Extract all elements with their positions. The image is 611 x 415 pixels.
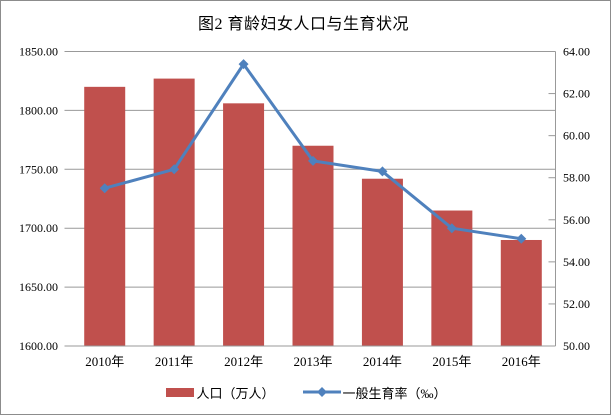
- right-axis-label: 58.00: [563, 171, 590, 185]
- left-axis-label: 1700.00: [19, 221, 58, 235]
- bar-2016年: [500, 239, 542, 346]
- line-marker-2012年: [238, 59, 249, 70]
- line-marker-2011年: [169, 164, 180, 175]
- x-axis-label: 2013年: [293, 354, 332, 369]
- bar-2011年: [153, 78, 195, 347]
- legend-item-population: 人口（万人）: [166, 383, 275, 402]
- left-axis-label: 1750.00: [19, 162, 58, 176]
- line-swatch-icon: [302, 387, 341, 397]
- left-axis-label: 1650.00: [19, 280, 58, 294]
- legend-label-population: 人口（万人）: [196, 385, 275, 401]
- line-marker-2010年: [99, 183, 110, 194]
- legend-item-fertility-rate: 一般生育率（‰）: [302, 383, 447, 402]
- left-axis-label: 1600.00: [19, 339, 58, 353]
- legend-diamond-marker: [316, 387, 327, 397]
- x-axis-label: 2012年: [224, 354, 263, 369]
- bar-2012年: [223, 103, 265, 346]
- right-axis-label: 62.00: [563, 87, 590, 101]
- legend: 人口（万人） 一般生育率（‰）: [1, 379, 610, 405]
- left-axis-label: 1850.00: [19, 45, 58, 59]
- right-axis-label: 52.00: [563, 297, 590, 311]
- right-axis-label: 60.00: [563, 129, 590, 143]
- bar-2010年: [84, 86, 126, 346]
- chart-title: 图2 育龄妇女人口与生育状况: [197, 16, 409, 33]
- x-axis-label: 2015年: [432, 354, 471, 369]
- line-marker-2015年: [446, 223, 457, 234]
- left-axis-label: 1800.00: [19, 103, 58, 117]
- x-axis-label: 2011年: [155, 354, 194, 369]
- x-axis-label: 2014年: [363, 354, 402, 369]
- right-axis-label: 50.00: [563, 339, 590, 353]
- bar-swatch-icon: [166, 387, 195, 397]
- bar-2014年: [361, 178, 403, 346]
- line-marker-2016年: [516, 233, 527, 244]
- line-marker-2014年: [377, 166, 388, 177]
- x-axis-label: 2016年: [502, 354, 541, 369]
- right-axis-label: 56.00: [563, 213, 590, 227]
- line-marker-2013年: [308, 155, 318, 166]
- right-axis-label: 64.00: [563, 45, 590, 59]
- right-axis-label: 54.00: [563, 255, 590, 269]
- bar-2013年: [292, 145, 334, 346]
- x-axis-label: 2010年: [85, 354, 124, 369]
- legend-label-fertility-rate: 一般生育率（‰）: [342, 385, 447, 401]
